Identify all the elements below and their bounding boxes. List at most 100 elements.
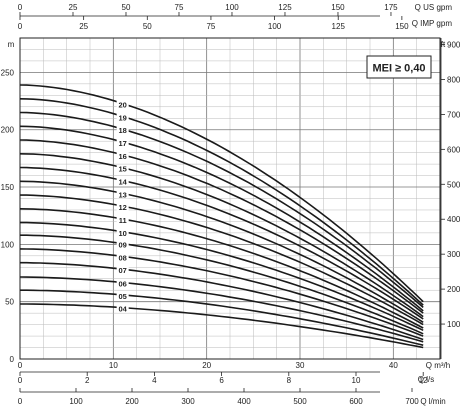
bottom-lmin-tick-label: 400 bbox=[237, 397, 251, 406]
bottom-ls-tick-label: 2 bbox=[85, 376, 90, 385]
right-tick-label: 500 bbox=[447, 180, 461, 189]
curve-label-bg-18 bbox=[116, 126, 129, 135]
curve-label-19: 19 bbox=[118, 113, 126, 122]
curve-label-06: 06 bbox=[118, 280, 126, 289]
bottom-ls-tick-label: 8 bbox=[287, 376, 292, 385]
curve-08 bbox=[19, 248, 424, 337]
curve-09 bbox=[20, 234, 424, 335]
top-us-tick-label: 100 bbox=[225, 3, 239, 12]
bottom-ls-tick-label: 12 bbox=[419, 376, 428, 385]
curve-13 bbox=[19, 180, 424, 323]
top-imp-tick-label: 0 bbox=[18, 22, 23, 31]
curve-label-16: 16 bbox=[118, 152, 126, 161]
bottom-m3h-tick-label: 40 bbox=[389, 361, 398, 370]
bottom-m3h-tick-label: 20 bbox=[202, 361, 211, 370]
curve-labels: 04 05 06 07 08 09 10 11 12 13 14 15 16 17 18 19 20 bbox=[116, 100, 129, 314]
curve-label-10: 10 bbox=[118, 229, 126, 238]
left-tick-label: 150 bbox=[1, 183, 15, 192]
top-imp-tick-label: 100 bbox=[268, 22, 282, 31]
mei-badge-box bbox=[366, 55, 432, 79]
left-tick-label: 100 bbox=[1, 240, 15, 249]
top-imp-axis-label: Q IMP gpm bbox=[412, 19, 453, 28]
bottom-lmin-axis-label: Q l/min bbox=[420, 397, 445, 406]
top-imp-tick-label: 150 bbox=[395, 22, 409, 31]
right-tick-label: 800 bbox=[447, 75, 461, 84]
curve-label-bg-06 bbox=[116, 279, 129, 288]
bottom-ls-tick-label: 0 bbox=[18, 376, 23, 385]
curve-15 bbox=[19, 153, 424, 318]
curve-label-07: 07 bbox=[118, 266, 126, 275]
curve-06 bbox=[19, 276, 424, 343]
curve-label-bg-05 bbox=[116, 291, 129, 300]
curve-label-bg-20 bbox=[116, 100, 129, 109]
top-us-axis-label: Q US gpm bbox=[415, 3, 453, 12]
curve-05 bbox=[20, 289, 424, 346]
right-tick-label: 200 bbox=[447, 285, 461, 294]
left-axis-label: m bbox=[8, 40, 15, 49]
right-tick-label: 100 bbox=[447, 320, 461, 329]
curve-20 bbox=[19, 84, 424, 303]
curve-label-bg-14 bbox=[116, 177, 129, 186]
top-us-tick-label: 75 bbox=[175, 3, 184, 12]
bottom-ls-tick-label: 10 bbox=[352, 376, 361, 385]
bottom-lmin-tick-label: 0 bbox=[18, 397, 23, 406]
curve-label-bg-16 bbox=[116, 151, 129, 160]
top-imp-tick-label: 75 bbox=[206, 22, 215, 31]
curve-10 bbox=[20, 221, 424, 332]
curve-label-20: 20 bbox=[118, 100, 126, 109]
right-tick-label: 700 bbox=[447, 110, 461, 119]
right-tick-label: 600 bbox=[447, 145, 461, 154]
bottom-lmin-tick-label: 200 bbox=[125, 397, 139, 406]
top-imp-tick-label: 50 bbox=[143, 22, 152, 31]
bottom-m3h-axis-label: Q m³/h bbox=[426, 361, 450, 370]
curve-label-bg-12 bbox=[116, 203, 129, 212]
top-imp-tick-label: 25 bbox=[79, 22, 88, 31]
curve-label-05: 05 bbox=[118, 292, 126, 301]
curve-label-bg-07 bbox=[116, 266, 129, 275]
bottom-ls-tick-label: 6 bbox=[219, 376, 224, 385]
curve-label-17: 17 bbox=[118, 139, 126, 148]
curve-16 bbox=[19, 139, 424, 314]
grid bbox=[19, 38, 441, 359]
curve-label-08: 08 bbox=[118, 253, 126, 262]
curves bbox=[19, 84, 424, 349]
curve-label-09: 09 bbox=[118, 241, 126, 250]
bottom-m3h-tick-label: 0 bbox=[18, 361, 23, 370]
bottom-lmin-tick-label: 700 bbox=[405, 397, 419, 406]
right-tick-label: 400 bbox=[447, 215, 461, 224]
curve-17 bbox=[19, 125, 424, 312]
bottom-m3h-tick-label: 10 bbox=[109, 361, 118, 370]
bottom-lmin-tick-label: 500 bbox=[293, 397, 307, 406]
plot-frame bbox=[19, 37, 441, 360]
bottom-lmin-tick-label: 100 bbox=[69, 397, 83, 406]
curve-19 bbox=[19, 98, 424, 306]
right-axis-label: ft bbox=[441, 40, 446, 49]
top-us-tick-label: 0 bbox=[18, 3, 23, 12]
left-tick-label: 250 bbox=[1, 68, 15, 77]
bottom-ls-tick-label: 4 bbox=[152, 376, 157, 385]
curve-label-14: 14 bbox=[118, 177, 127, 186]
top-us-tick-label: 25 bbox=[69, 3, 78, 12]
right-tick-label: 900 bbox=[447, 41, 461, 50]
curve-label-bg-04 bbox=[116, 304, 129, 313]
top-us-tick-label: 175 bbox=[384, 3, 398, 12]
curve-07 bbox=[20, 261, 424, 341]
left-tick-label: 50 bbox=[5, 298, 14, 307]
curve-14 bbox=[19, 166, 424, 320]
curve-label-bg-08 bbox=[116, 253, 129, 262]
bottom-ls-axis-label: Q l/s bbox=[418, 375, 434, 384]
curve-label-bg-15 bbox=[116, 164, 129, 173]
bottom-lmin-tick-label: 300 bbox=[181, 397, 195, 406]
curve-12 bbox=[20, 194, 424, 326]
curve-label-bg-11 bbox=[116, 215, 129, 224]
curve-label-15: 15 bbox=[118, 165, 126, 174]
curve-label-bg-09 bbox=[116, 240, 129, 249]
mei-badge: MEI ≥ 0,40 bbox=[366, 55, 432, 79]
curve-label-bg-19 bbox=[116, 113, 129, 122]
curve-label-bg-10 bbox=[116, 228, 129, 237]
left-tick-label: 200 bbox=[1, 126, 15, 135]
curve-label-bg-17 bbox=[116, 139, 129, 148]
curve-11 bbox=[19, 208, 424, 329]
